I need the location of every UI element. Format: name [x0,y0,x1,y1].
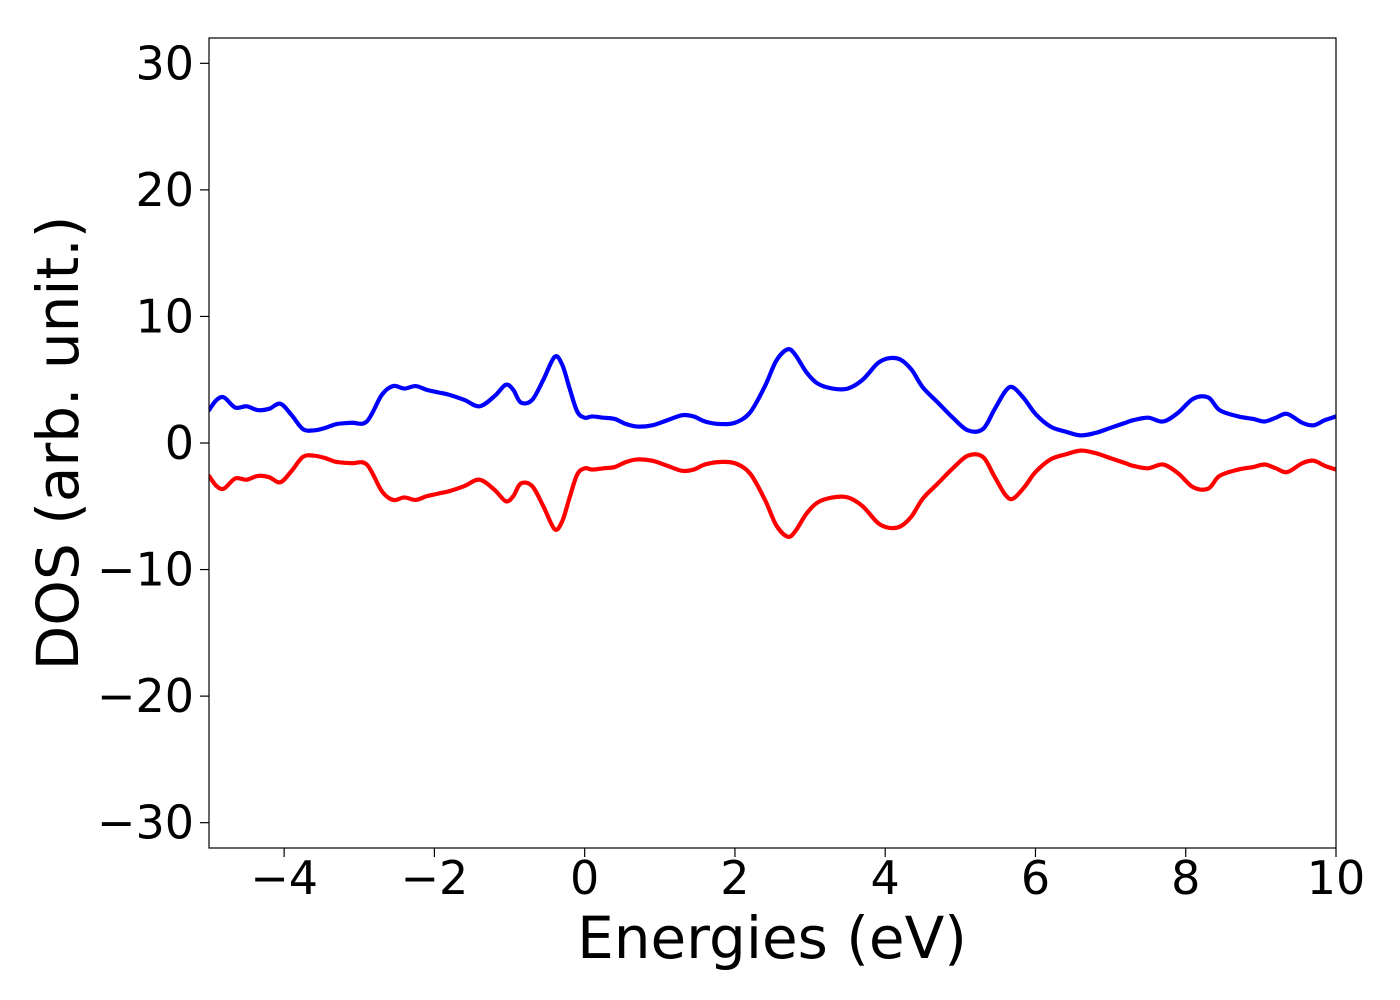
x-tick-label: 0 [570,851,599,905]
x-axis-title: Energies (eV) [577,904,967,972]
y-tick-label: −10 [97,543,194,597]
x-tick-label: 2 [720,851,749,905]
series-layer [209,347,1336,539]
plot-frame [208,37,1337,849]
x-tick-label: 10 [1307,851,1366,905]
y-axis-title: DOS (arb. unit.) [24,216,92,671]
y-tick-label: 30 [135,36,194,90]
x-tick-label: −2 [400,851,468,905]
y-tick-label: 0 [165,416,194,470]
dos-line-red [209,448,1336,539]
y-tick-label: 20 [135,163,194,217]
x-axis: −4 −2 0 2 4 6 8 10 [250,848,1365,905]
x-tick-label: 8 [1171,851,1200,905]
y-tick-label: 10 [135,289,194,343]
x-tick-label: 4 [871,851,900,905]
x-tick-label: −4 [250,851,318,905]
y-tick-label: −20 [97,669,194,723]
y-tick-label: −30 [97,796,194,850]
y-axis: −30 −20 −10 0 10 20 30 [97,36,209,850]
x-tick-label: 6 [1021,851,1050,905]
dos-line-blue [209,347,1336,438]
